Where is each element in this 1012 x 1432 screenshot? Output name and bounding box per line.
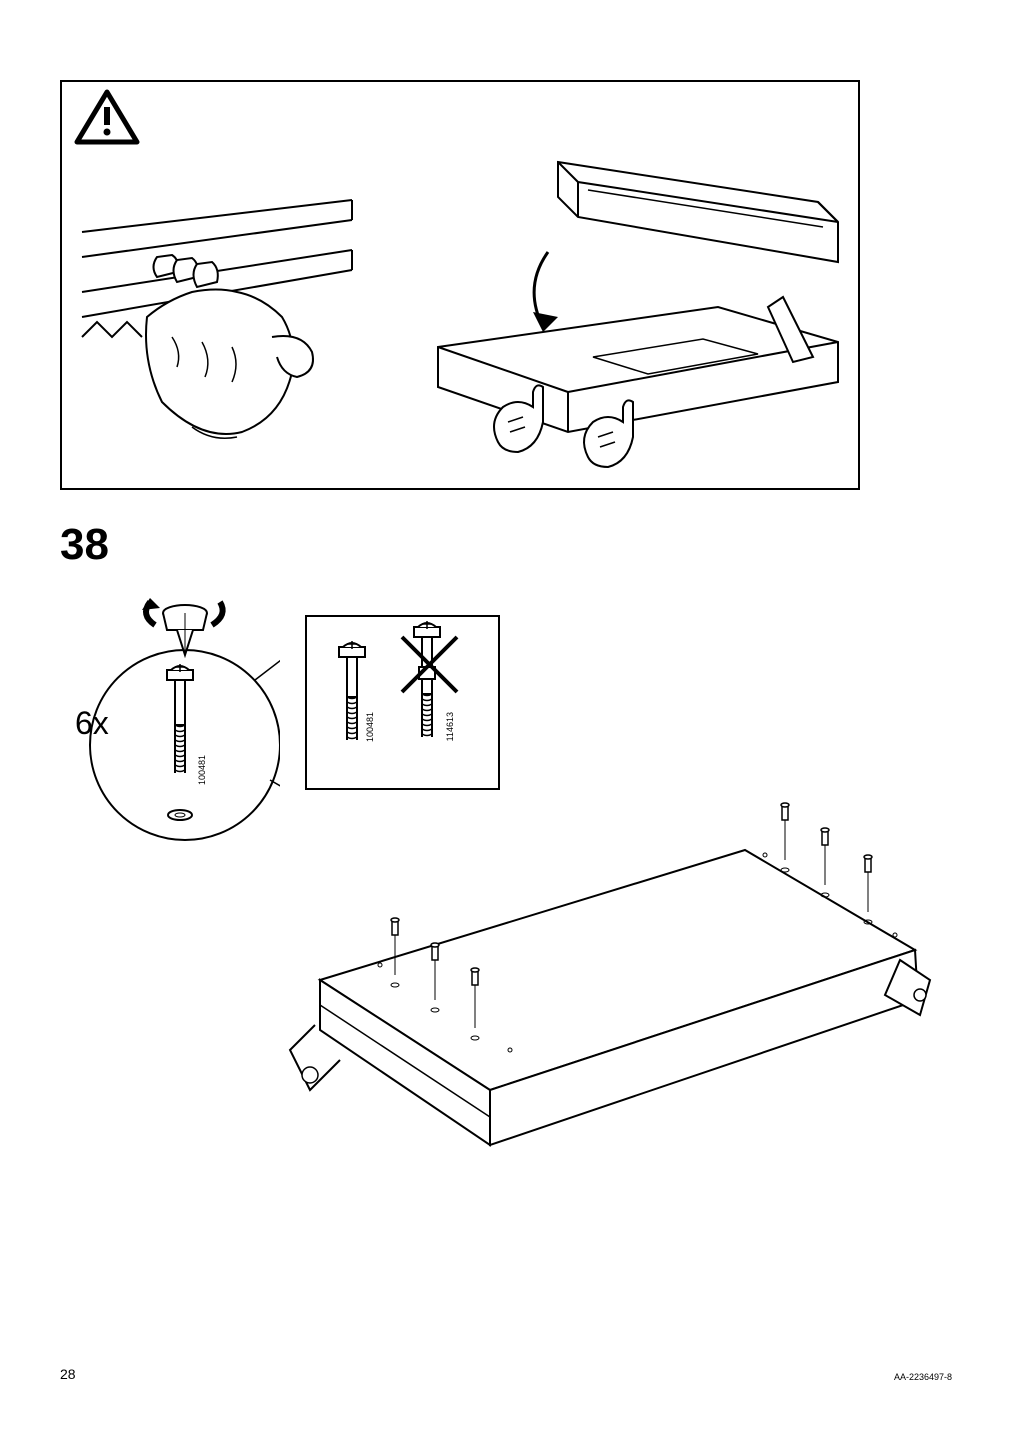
warning-icon bbox=[72, 87, 142, 147]
quantity-label: 6x bbox=[75, 705, 109, 742]
bolt-4 bbox=[781, 803, 789, 860]
correct-part-label: 100481 bbox=[365, 712, 375, 742]
bolt-6 bbox=[864, 855, 872, 912]
wrong-part-label: 114613 bbox=[445, 712, 455, 741]
main-assembly-illustration bbox=[260, 750, 960, 1230]
page-number: 28 bbox=[60, 1366, 76, 1382]
lid-lowering-illustration bbox=[418, 132, 848, 492]
bolt-5 bbox=[821, 828, 829, 885]
step-number: 38 bbox=[60, 520, 952, 570]
document-id: AA-2236497-8 bbox=[894, 1372, 952, 1382]
callout-part-number: 100481 bbox=[197, 755, 207, 785]
callout-circle bbox=[80, 590, 280, 850]
warning-box bbox=[60, 80, 860, 490]
hand-pinch-illustration bbox=[72, 142, 412, 492]
